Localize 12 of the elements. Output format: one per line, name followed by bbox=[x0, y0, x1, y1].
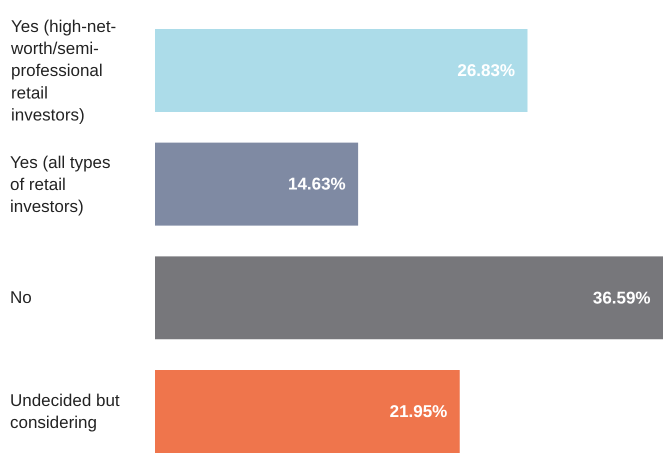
y-tick-label: Yes (all types of retail investors) bbox=[10, 153, 110, 216]
data-label: 21.95% bbox=[390, 402, 448, 421]
bar bbox=[155, 142, 358, 226]
y-tick-label: Yes (high-net-worth/semi-professional retail investors) bbox=[10, 17, 116, 124]
bar bbox=[155, 370, 460, 453]
bar bbox=[155, 28, 528, 112]
data-label: 36.59% bbox=[592, 288, 651, 308]
y-tick-label: No bbox=[10, 288, 32, 307]
data-label: 26.83% bbox=[457, 60, 516, 80]
y-tick-label: Undecided but considering bbox=[10, 391, 120, 432]
bar bbox=[155, 256, 663, 340]
data-label: 14.63% bbox=[288, 174, 346, 194]
